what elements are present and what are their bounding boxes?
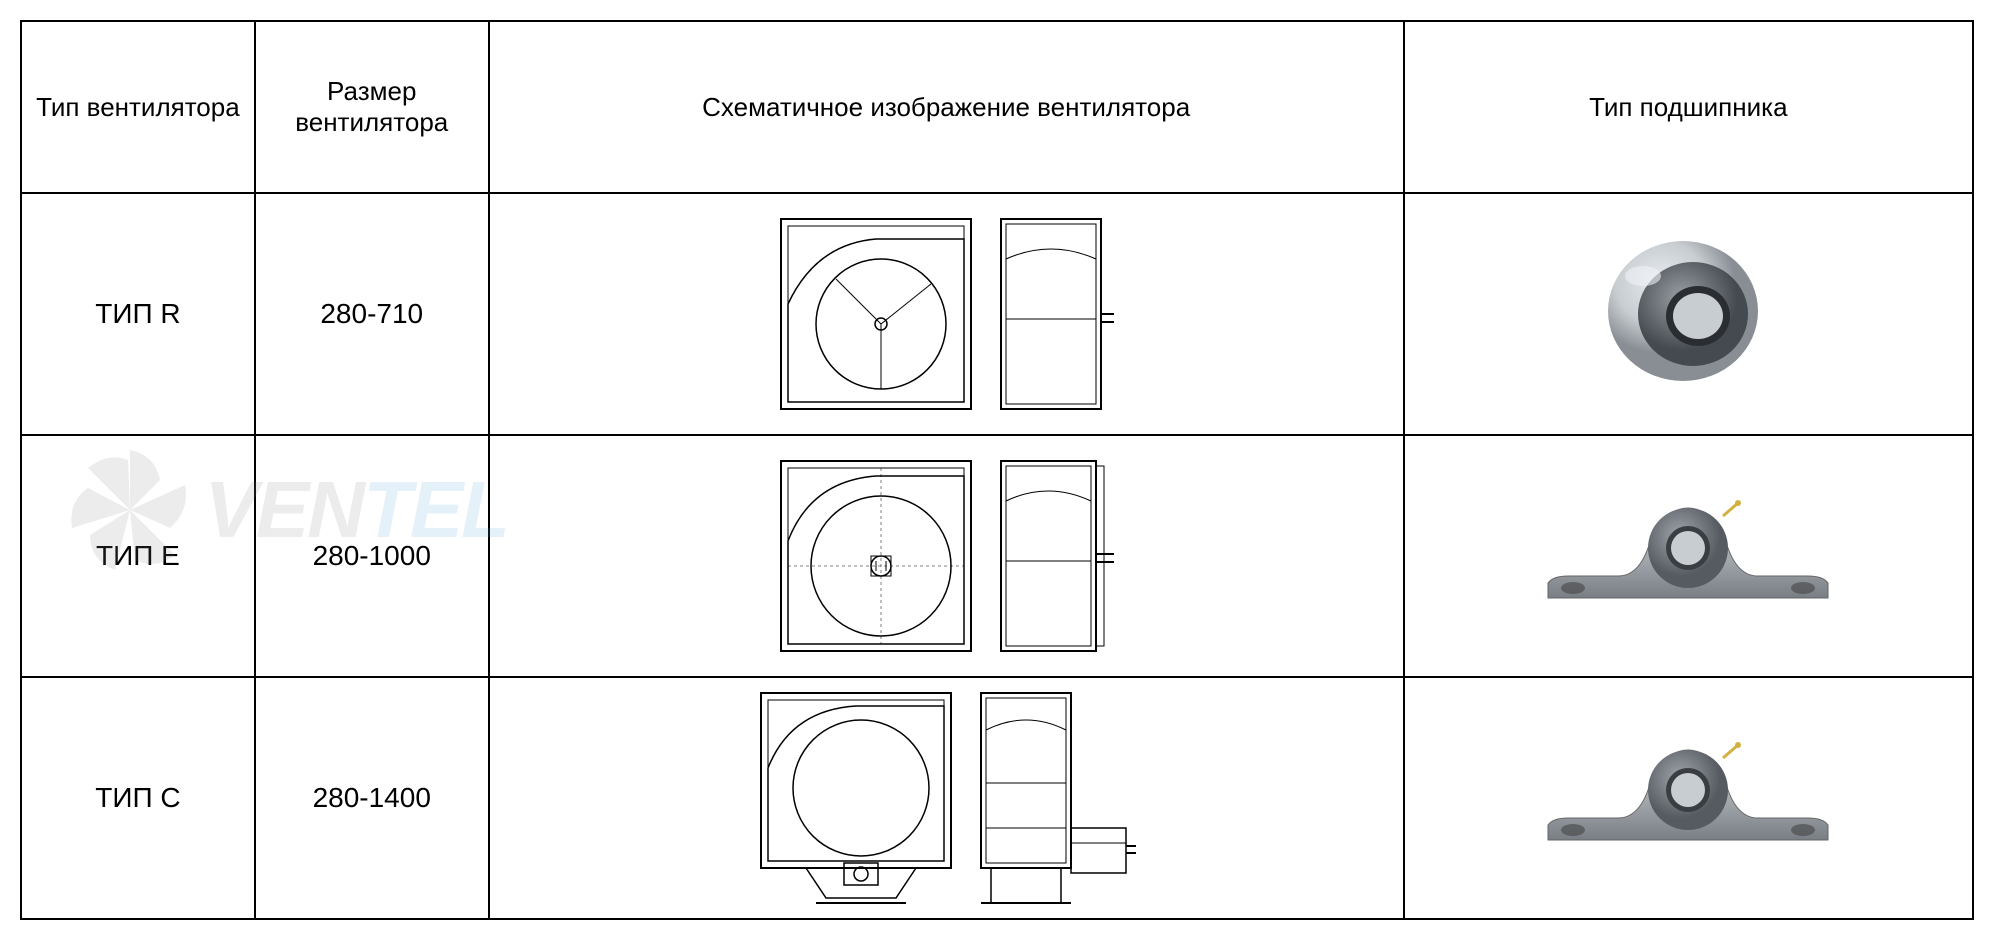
pillow-bearing-icon bbox=[1538, 730, 1838, 860]
schematic-side-icon bbox=[976, 688, 1136, 908]
cell-schematic bbox=[489, 677, 1404, 919]
cell-type: ТИП C bbox=[21, 677, 255, 919]
cell-bearing bbox=[1404, 193, 1973, 435]
insert-bearing-icon bbox=[1598, 236, 1778, 386]
schematic-front-icon bbox=[776, 456, 976, 656]
header-type: Тип вентилятора bbox=[21, 21, 255, 193]
header-schematic: Схематичное изображение вентилятора bbox=[489, 21, 1404, 193]
schematic-R bbox=[500, 214, 1393, 414]
schematic-E bbox=[500, 456, 1393, 656]
schematic-side-icon bbox=[996, 214, 1116, 414]
cell-bearing bbox=[1404, 435, 1973, 677]
cell-type: ТИП E bbox=[21, 435, 255, 677]
pillow-bearing-icon bbox=[1538, 488, 1838, 618]
header-size: Размер вентилятора bbox=[255, 21, 489, 193]
schematic-C bbox=[500, 688, 1393, 908]
table-row: ТИП R 280-710 bbox=[21, 193, 1973, 435]
header-row: Тип вентилятора Размер вентилятора Схема… bbox=[21, 21, 1973, 193]
schematic-front-icon bbox=[776, 214, 976, 414]
cell-size: 280-710 bbox=[255, 193, 489, 435]
cell-bearing bbox=[1404, 677, 1973, 919]
schematic-side-icon bbox=[996, 456, 1116, 656]
cell-size: 280-1400 bbox=[255, 677, 489, 919]
fan-table: Тип вентилятора Размер вентилятора Схема… bbox=[20, 20, 1974, 920]
table-row: ТИП E 280-1000 bbox=[21, 435, 1973, 677]
cell-size: 280-1000 bbox=[255, 435, 489, 677]
cell-schematic bbox=[489, 435, 1404, 677]
cell-schematic bbox=[489, 193, 1404, 435]
schematic-front-icon bbox=[756, 688, 956, 908]
header-bearing: Тип подшипника bbox=[1404, 21, 1973, 193]
table-row: ТИП C 280-1400 bbox=[21, 677, 1973, 919]
cell-type: ТИП R bbox=[21, 193, 255, 435]
